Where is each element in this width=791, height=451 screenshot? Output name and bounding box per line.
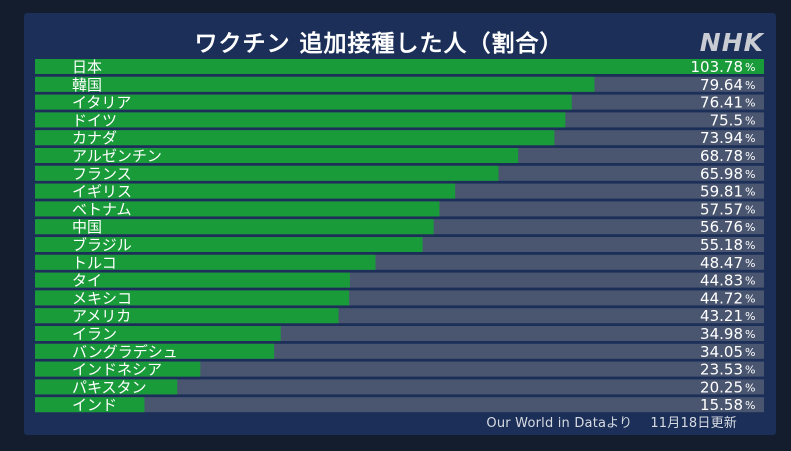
category-label: 韓国: [72, 76, 102, 94]
nhk-logo: NHK: [699, 28, 764, 57]
updated-date: 11月18日更新: [650, 416, 737, 431]
unit-label: %: [745, 61, 755, 74]
bar: [35, 308, 339, 324]
category-label: インド: [72, 396, 117, 414]
value-label: 79.64: [700, 76, 743, 94]
category-label: ドイツ: [72, 111, 117, 129]
unit-label: %: [745, 168, 755, 181]
bar: [35, 237, 423, 252]
value-label: 76.41: [700, 94, 743, 112]
value-label: 59.81: [700, 183, 743, 201]
category-label: トルコ: [72, 254, 117, 272]
chart-title: ワクチン 追加接種した人（割合）: [194, 31, 564, 57]
bar: [35, 165, 499, 181]
value-label: 15.58: [700, 396, 743, 414]
bar: [35, 183, 456, 199]
bar-track: [35, 397, 764, 413]
bar: [35, 379, 178, 395]
bar: [35, 254, 376, 270]
bar: [35, 112, 566, 128]
category-label: パキスタン: [72, 378, 147, 396]
value-label: 103.78: [691, 58, 744, 76]
unit-label: %: [745, 364, 755, 377]
category-label: カナダ: [72, 129, 117, 147]
source-note: Our World in Dataより 11月18日更新: [486, 412, 737, 431]
unit-label: %: [745, 399, 755, 412]
chart-panel: ワクチン 追加接種した人（割合） NHK 日本 103.78% 韓国 79.64% イタ…: [24, 13, 776, 435]
unit-label: %: [745, 97, 755, 110]
category-label: 中国: [72, 218, 102, 236]
source-text: Our World in Dataより: [486, 416, 633, 431]
bar: [35, 201, 440, 217]
value-label: 23.53: [700, 361, 743, 379]
category-label: ブラジル: [72, 236, 132, 254]
bar-track: [35, 379, 764, 395]
category-label: アルゼンチン: [72, 147, 162, 165]
bar-chart: 日本 103.78 % 韓国 79.64 % イタリア 76.41 % ドイツ 75.5 % カナダ 73…: [35, 58, 764, 414]
value-label: 34.98: [700, 325, 743, 343]
category-label: アメリカ: [72, 307, 131, 325]
value-label: 56.76: [700, 218, 743, 236]
unit-label: %: [745, 310, 755, 323]
category-label: インドネシア: [72, 361, 162, 379]
category-label: フランス: [72, 165, 132, 183]
bar: [35, 219, 434, 235]
bar: [35, 272, 350, 288]
value-label: 55.18: [700, 236, 743, 254]
value-label: 48.47: [700, 254, 743, 272]
bar: [35, 361, 201, 377]
bar-track: [35, 361, 764, 377]
bar: [35, 326, 281, 341]
unit-label: %: [745, 150, 755, 163]
value-label: 75.5: [710, 111, 743, 129]
bar: [35, 290, 350, 306]
category-label: 日本: [72, 58, 102, 76]
unit-label: %: [745, 114, 755, 127]
bar: [35, 148, 519, 163]
unit-label: %: [745, 346, 755, 359]
unit-label: %: [745, 203, 755, 216]
value-label: 34.05: [700, 343, 743, 361]
unit-label: %: [745, 381, 755, 394]
bar: [35, 397, 145, 413]
bar: [35, 59, 764, 74]
value-label: 73.94: [700, 129, 743, 147]
category-label: メキシコ: [72, 289, 132, 307]
bar: [35, 94, 572, 110]
unit-label: %: [745, 275, 755, 288]
category-label: タイ: [72, 272, 102, 290]
unit-label: %: [745, 79, 755, 92]
category-label: バングラデシュ: [72, 343, 178, 361]
value-label: 43.21: [700, 307, 743, 325]
unit-label: %: [745, 186, 755, 199]
value-label: 65.98: [700, 165, 743, 183]
value-label: 68.78: [700, 147, 743, 165]
category-label: イラン: [72, 325, 117, 343]
bar: [35, 130, 555, 146]
value-label: 44.83: [700, 272, 743, 290]
category-label: ベトナム: [72, 200, 132, 218]
unit-label: %: [745, 221, 755, 234]
category-label: イギリス: [72, 183, 132, 201]
unit-label: %: [745, 328, 755, 341]
value-label: 20.25: [700, 378, 743, 396]
unit-label: %: [745, 292, 755, 305]
value-label: 57.57: [700, 200, 743, 218]
unit-label: %: [745, 132, 755, 145]
unit-label: %: [745, 257, 755, 270]
category-label: イタリア: [72, 94, 131, 112]
unit-label: %: [745, 239, 755, 252]
value-label: 44.72: [700, 289, 743, 307]
bar: [35, 76, 595, 92]
bar: [35, 343, 275, 359]
